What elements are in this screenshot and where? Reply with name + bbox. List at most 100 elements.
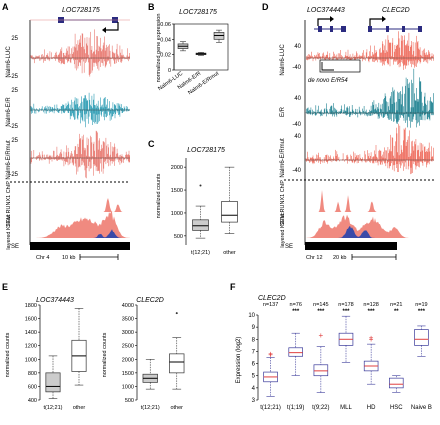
panel-d-se-bar	[305, 242, 397, 250]
panel-e-2-ytick-label: 2000	[122, 357, 134, 363]
panel-d-gene2-label: CLEC2D	[382, 7, 410, 14]
panel-f-category-label: Naive B	[411, 405, 432, 411]
panel-b-ylabel: normalized gene expression	[156, 14, 162, 83]
panel-a-se-bar	[30, 242, 130, 250]
panel-d: D LOC374443 CLEC2D de novo E/R54 40 -40 …	[262, 2, 435, 261]
panel-f-box	[389, 377, 404, 389]
panel-e-1-box	[45, 372, 61, 393]
panel-f-ytick-label: 4	[252, 386, 256, 392]
panel-a-track-er	[30, 92, 130, 128]
panel-f-box	[288, 347, 303, 357]
panel-d-layered-label: layered K27ac	[280, 212, 286, 247]
panel-d-se-label: SE	[285, 244, 293, 250]
panel-d-chip-signal	[306, 190, 434, 212]
panel-d-gene2-arrow-head	[382, 16, 386, 22]
panel-e-1-ytick-label: 1000	[25, 357, 37, 363]
panel-f-category-label: HD	[367, 405, 376, 411]
panel-f-ytick-label: 3	[252, 398, 256, 404]
panel-f-box	[313, 364, 329, 377]
panel-e-1-ytick-label: 1800	[25, 303, 37, 309]
panel-a-t2-name: Nalm6-E/R	[6, 97, 12, 127]
panel-d-gene2-exon-3	[402, 26, 405, 32]
panel-e-1-ytick-label: 600	[28, 384, 37, 390]
panel-d-t2-top: 40	[294, 96, 301, 102]
panel-a-layered-label: layered K27ac	[6, 214, 12, 249]
panel-e-2-ytick-label: 3500	[122, 317, 134, 323]
panel-a-k27ac-blue	[31, 229, 130, 238]
panel-e-2-category-label: t(12;21)	[141, 405, 160, 411]
panel-b-ytick-label: 0	[168, 68, 171, 74]
panel-e-plot-2: 4000 3500 3000 2500 2000 1500 1000 500 t(12;21) o…	[122, 303, 185, 411]
panel-a-se-label: SE	[11, 244, 19, 250]
panel-e-title1: LOC374443	[36, 297, 74, 304]
panel-f-ytick-label: 8	[252, 337, 256, 343]
panel-f-outlier: +	[268, 351, 273, 360]
panel-d-scale-text: 20 kb	[333, 255, 346, 261]
panel-d-gene1-exon-3	[341, 26, 346, 32]
panel-c-letter: C	[148, 139, 155, 149]
panel-f-n-label: n=178	[338, 302, 353, 308]
panel-f: F CLEC2D Expression (log2) 10 9 8 7 6 5 4 3 + + t(…	[230, 282, 432, 411]
panel-d-gene2-arrow	[369, 18, 382, 26]
panel-b-ytick-label: 0.02	[160, 53, 171, 59]
panel-f-letter: F	[230, 282, 236, 292]
panel-d-tracks	[305, 31, 434, 238]
panel-d-t3-name: Nalm6-E/Rmut	[280, 138, 286, 178]
panel-b-ytick-label: 0.04	[160, 37, 171, 43]
panel-f-n-label: n=128	[363, 302, 378, 308]
panel-d-t1-top: 40	[294, 44, 301, 50]
panel-e-1-ytick-label: 400	[28, 398, 37, 404]
panel-b-letter: B	[148, 2, 155, 12]
panel-d-t3-top: 40	[294, 134, 301, 140]
panel-a-t1-top: 25	[11, 36, 18, 42]
panel-e: E LOC374443 CLEC2D normalized counts nor…	[2, 282, 185, 411]
panel-f-ytick-label: 7	[252, 349, 256, 355]
panel-f-ytick-label: 9	[252, 325, 256, 331]
panel-a-letter: A	[2, 2, 9, 12]
panel-d-letter: D	[262, 2, 269, 12]
panel-c-ytick-label: 2000	[171, 165, 183, 171]
panel-f-ylabel: Expression (log2)	[236, 337, 242, 384]
panel-a-tss-arrow	[106, 22, 119, 31]
panel-c-title: LOC728175	[187, 147, 225, 154]
panel-b-ytick-label: 0.06	[160, 22, 171, 28]
panel-a-t2-bottom: -25	[9, 124, 18, 130]
panel-c-outlier	[199, 184, 202, 187]
panel-f-n-label: n=21	[390, 302, 402, 308]
panel-e-2-ytick-label: 500	[125, 398, 134, 404]
panel-d-gene1-label: LOC374443	[307, 7, 345, 14]
panel-a-arrow-head	[102, 27, 106, 33]
panel-a-t3-bottom: -25	[9, 172, 18, 178]
panel-a-t1-name: Nalm6-LUC	[6, 46, 12, 78]
panel-f-significance: **	[394, 309, 399, 315]
panel-d-k27ac-signal	[306, 214, 434, 238]
panel-e-1-ytick-label: 800	[28, 371, 37, 377]
panel-b: B LOC728175 normalized gene expression 0…	[148, 2, 229, 96]
panel-a-chr: Chr 4	[36, 255, 49, 261]
panel-d-gene1-arrow-head	[330, 16, 334, 22]
panel-f-outlier: +	[319, 331, 324, 340]
panel-f-significance: ***	[342, 309, 350, 315]
panel-f-category-label: t(1;19)	[287, 405, 304, 411]
panel-c-category-label: other	[223, 250, 236, 256]
panel-b-frame	[173, 23, 229, 71]
panel-c-ytick-label: 500	[174, 234, 183, 240]
panel-e-plot-1: 1800 1600 1400 1200 1000 800 600 400 t(12;21) oth…	[25, 303, 87, 411]
panel-f-category-label: t(12;21)	[260, 405, 281, 411]
panel-b-plot: 0.060.040.020Nalm6-LUCNalm6-E/RNalm6-E/R…	[157, 22, 229, 96]
panel-a-chip-label: SEM RUNX1 ChIP	[6, 181, 12, 227]
panel-f-category-label: t(9;22)	[312, 405, 329, 411]
panel-f-ytick-label: 5	[252, 374, 256, 380]
panel-d-gene1-exon-2	[330, 26, 333, 32]
panel-f-box	[414, 329, 429, 346]
panel-f-n-label: n=137	[263, 302, 278, 308]
panel-e-ylabel1: normalized counts	[5, 332, 11, 377]
panel-e-2-ytick-label: 1000	[122, 384, 134, 390]
panel-c: C LOC728175 normalized counts 2000 1500 10…	[148, 139, 238, 256]
panel-e-1-ytick-label: 1200	[25, 344, 37, 350]
panel-d-t1-bottom: -40	[292, 65, 301, 71]
panel-f-category-label: HSC	[390, 405, 403, 411]
panel-f-ytick-label: 6	[252, 362, 256, 368]
panel-e-2-ytick-label: 3000	[122, 330, 134, 336]
